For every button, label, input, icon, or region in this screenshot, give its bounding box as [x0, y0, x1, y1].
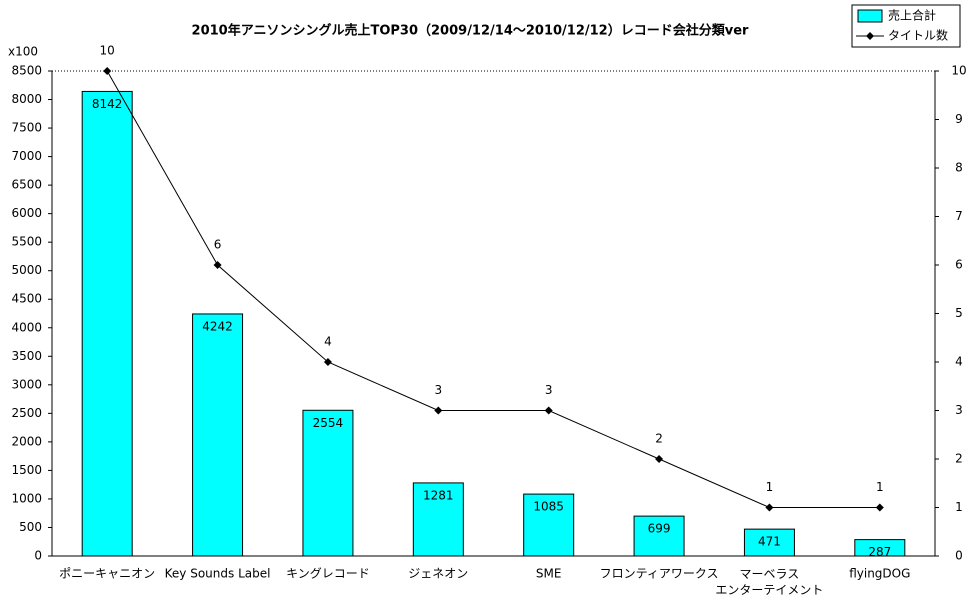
line-marker: [875, 503, 884, 512]
y2-tick-label: 5: [955, 306, 963, 320]
y-tick-label: 2500: [11, 406, 42, 420]
y-tick-label: 5500: [11, 235, 42, 249]
bar-value-label: 1281: [423, 488, 454, 502]
y-tick-label: 6000: [11, 206, 42, 220]
y-tick-label: 500: [19, 520, 42, 534]
line-marker: [323, 358, 332, 366]
y2-tick-label: 8: [955, 161, 963, 175]
y2-tick-label: 6: [955, 258, 963, 272]
bar: [743, 528, 795, 557]
legend-label: タイトル数: [888, 28, 948, 43]
x-tick-label: flyingDOG: [849, 567, 910, 581]
y2-tick-label: 3: [955, 403, 963, 417]
y-tick-label: 7000: [11, 149, 42, 163]
line-value-label: 10: [100, 44, 115, 58]
y2-tick-label: 0: [955, 549, 963, 563]
x-tick-label-line: マーベラス: [740, 567, 800, 581]
x-tick-label: ジェネオン: [408, 567, 468, 581]
y-tick-label: 5000: [11, 263, 42, 277]
y-tick-label: 6500: [11, 178, 42, 192]
y-tick-label: 7500: [11, 121, 42, 135]
bar: [412, 482, 464, 557]
bar-value-label: 4242: [202, 319, 233, 333]
line-value-label: 1: [876, 480, 884, 494]
bar-value-label: 471: [758, 535, 781, 549]
line-marker: [213, 261, 222, 269]
line-value-label: 1: [766, 480, 774, 494]
y2-tick-label: 7: [955, 209, 963, 223]
bar-value-label: 8142: [92, 97, 123, 111]
bar: [633, 515, 685, 557]
line: [106, 70, 880, 508]
y-tick-label: 8500: [11, 64, 42, 78]
y-tick-label: 3000: [11, 377, 42, 391]
legend-swatch-marker: [866, 32, 874, 40]
x-tick-label: キングレコード: [286, 567, 370, 581]
y-unit-label: x100: [8, 45, 38, 59]
line-value-label: 3: [545, 383, 553, 397]
y-tick-label: 0: [34, 549, 42, 563]
y2-tick-label: 2: [955, 452, 963, 466]
x-tick-label: SME: [536, 567, 562, 581]
line-marker: [544, 406, 553, 415]
bar: [302, 409, 354, 557]
y2-tick-label: 1: [955, 500, 963, 514]
bar-value-label: 699: [648, 522, 671, 536]
bar: [192, 313, 244, 557]
line-value-label: 6: [214, 238, 222, 252]
x-tick-label: フロンティアワークス: [600, 567, 719, 581]
x-tick-label: Key Sounds Label: [165, 567, 271, 581]
line-value-label: 3: [434, 383, 442, 397]
y-tick-label: 3500: [11, 349, 42, 363]
line-marker: [103, 67, 112, 75]
line-value-label: 4: [324, 335, 332, 349]
bar-value-label: 287: [868, 545, 891, 559]
line-marker: [655, 455, 664, 463]
bar-value-label: 1085: [533, 500, 564, 514]
line-value-label: 2: [655, 432, 663, 446]
bar: [854, 539, 906, 557]
bar: [523, 493, 575, 557]
y-tick-label: 4000: [11, 320, 42, 334]
y2-tick-label: 10: [951, 64, 966, 78]
bar: [81, 90, 133, 557]
y-tick-label: 8000: [11, 92, 42, 106]
legend-swatch: [857, 9, 883, 23]
line-marker: [434, 406, 443, 415]
x-tick-label-line: エンターテイメント: [715, 583, 823, 597]
x-tick-label: ポニーキャニオン: [59, 567, 155, 581]
chart-title: 2010年アニソンシングル売上TOP30（2009/12/14～2010/12/…: [192, 23, 749, 39]
x-tick-label: マーベラスエンターテイメント: [715, 567, 823, 597]
line-marker: [765, 503, 774, 512]
y-tick-label: 1500: [11, 463, 42, 477]
bar-value-label: 2554: [313, 416, 344, 430]
y-tick-label: 4500: [11, 292, 42, 306]
legend-label: 売上合計: [888, 8, 936, 23]
y-tick-label: 2000: [11, 434, 42, 448]
y2-tick-label: 4: [955, 355, 963, 369]
y2-tick-label: 9: [955, 112, 963, 126]
y-tick-label: 1000: [11, 491, 42, 505]
